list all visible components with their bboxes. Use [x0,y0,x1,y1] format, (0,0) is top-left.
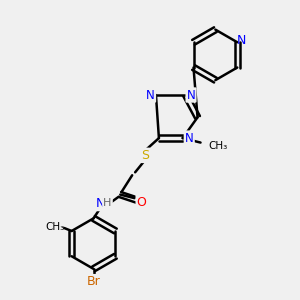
Text: H: H [103,198,112,208]
Text: Br: Br [87,275,100,288]
Text: N: N [96,197,105,210]
Text: S: S [142,149,149,162]
Text: O: O [137,196,147,208]
Text: N: N [185,132,194,145]
Text: CH₃: CH₃ [46,221,65,232]
Text: N: N [187,88,195,101]
Text: N: N [237,34,246,47]
Text: N: N [146,88,155,101]
Text: CH₃: CH₃ [209,140,228,151]
